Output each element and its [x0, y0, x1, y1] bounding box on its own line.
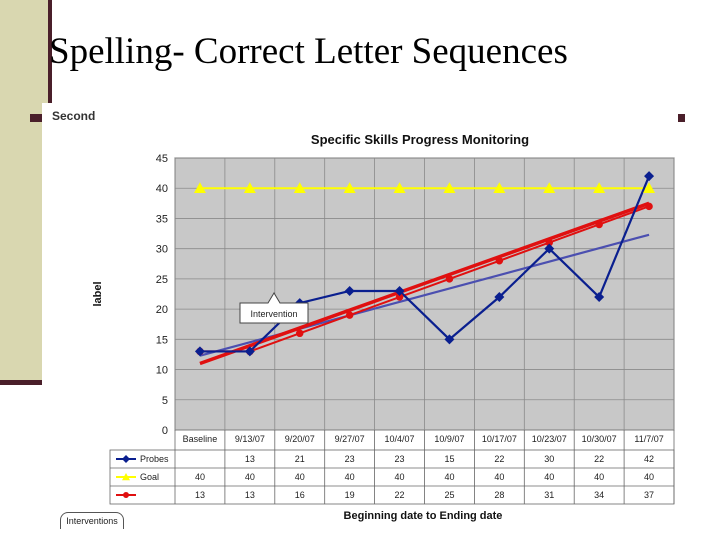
x-tick-label: 10/23/07 — [532, 434, 567, 444]
y-tick-label: 15 — [156, 334, 168, 346]
data-label: 16 — [295, 490, 305, 500]
data-label: 40 — [494, 472, 504, 482]
aimline-marker — [495, 257, 504, 265]
legend-swatch-marker — [122, 455, 130, 463]
probes-marker — [644, 171, 655, 182]
y-tick-label: 10 — [156, 365, 168, 377]
x-tick-label: 10/9/07 — [434, 434, 464, 444]
x-tick-label: 10/30/07 — [582, 434, 617, 444]
data-label: 13 — [245, 454, 255, 464]
legend-entry-label: Probes — [140, 454, 169, 464]
x-tick-label: Baseline — [183, 434, 218, 444]
data-label: 30 — [544, 454, 554, 464]
aimline-series-line — [199, 205, 650, 353]
data-label: 40 — [295, 472, 305, 482]
goal-marker — [393, 182, 406, 194]
data-label: 22 — [494, 454, 504, 464]
goal-marker — [643, 182, 656, 194]
data-label: 31 — [544, 490, 554, 500]
probes-marker — [494, 292, 505, 303]
probes-marker — [194, 346, 205, 357]
y-tick-label: 5 — [162, 395, 168, 407]
goal-marker — [493, 182, 506, 194]
data-label: 28 — [494, 490, 504, 500]
data-label: 40 — [594, 472, 604, 482]
probes-marker — [244, 346, 255, 357]
aimline-marker — [345, 311, 354, 319]
x-tick-label: 10/17/07 — [482, 434, 517, 444]
data-label: 37 — [644, 490, 654, 500]
goal-marker — [593, 182, 606, 194]
data-label: 34 — [594, 490, 604, 500]
aimline-marker — [395, 293, 404, 301]
data-label: 42 — [644, 454, 654, 464]
data-label: 13 — [195, 490, 205, 500]
data-label: 23 — [395, 454, 405, 464]
y-tick-label: 20 — [156, 304, 168, 316]
aimline-marker — [645, 202, 653, 211]
aimline-marker — [545, 238, 553, 247]
data-label: 40 — [245, 472, 255, 482]
data-label: 40 — [195, 472, 205, 482]
progress-chart: 0 5 10 15 20 25 30 35 40 45 Baseline 9/13/07 9/20/0… — [52, 109, 675, 522]
x-tick-label: 11/7/07 — [634, 434, 663, 444]
corner-label: Second — [52, 109, 95, 123]
probes-line — [199, 175, 651, 353]
data-label: 40 — [544, 472, 554, 482]
data-label: 13 — [245, 490, 255, 500]
probes-marker — [544, 243, 555, 254]
probes-marker — [394, 285, 405, 296]
goal-marker — [543, 182, 556, 194]
probes-marker — [344, 285, 355, 296]
probes-marker — [444, 334, 455, 345]
data-label: 25 — [444, 490, 454, 500]
data-label: 40 — [345, 472, 355, 482]
goal-marker — [443, 182, 456, 194]
legend-swatch-marker — [123, 492, 129, 498]
intervention-callout — [239, 292, 309, 324]
goal-marker — [193, 182, 206, 194]
aimline-marker — [296, 329, 304, 338]
interventions-tab[interactable]: Interventions — [60, 512, 124, 529]
trendline — [199, 201, 650, 366]
y-axis-label: label — [92, 281, 104, 306]
probes-marker — [594, 292, 605, 303]
x-tick-label: 10/4/07 — [385, 434, 415, 444]
aimline-marker — [595, 220, 603, 229]
x-axis-label: Beginning date to Ending date — [344, 510, 503, 522]
y-tick-label: 45 — [156, 153, 168, 165]
y-tick-label: 30 — [156, 244, 168, 256]
data-label: 22 — [594, 454, 604, 464]
y-tick-label: 0 — [162, 425, 168, 437]
y-tick-label: 35 — [156, 213, 168, 225]
intervention-label: Intervention — [250, 309, 297, 319]
data-label: 21 — [295, 454, 305, 464]
x-tick-label: 9/20/07 — [285, 434, 315, 444]
legend-entry-label: Goal — [140, 472, 159, 482]
data-label: 40 — [444, 472, 454, 482]
y-tick-label: 40 — [156, 183, 168, 195]
x-tick-label: 9/13/07 — [235, 434, 265, 444]
data-label: 40 — [644, 472, 654, 482]
goal-marker — [243, 182, 256, 194]
aimline-marker — [445, 275, 454, 283]
data-label: 23 — [345, 454, 355, 464]
y-tick-label: 25 — [156, 274, 168, 286]
side-bottom-rule — [0, 380, 48, 385]
legend-swatch-marker — [122, 473, 130, 481]
data-label: 15 — [444, 454, 454, 464]
data-label: 22 — [395, 490, 405, 500]
x-tick-label: 9/27/07 — [335, 434, 365, 444]
chart-title: Specific Skills Progress Monitoring — [311, 132, 529, 147]
goal-marker — [343, 182, 356, 194]
data-label: 19 — [345, 490, 355, 500]
data-label: 40 — [395, 472, 405, 482]
goal-marker — [293, 182, 306, 194]
chart-panel: 0 5 10 15 20 25 30 35 40 45 Baseline 9/13/07 9/20/0… — [42, 103, 678, 525]
slide-title: Spelling- Correct Letter Sequences — [49, 31, 568, 72]
